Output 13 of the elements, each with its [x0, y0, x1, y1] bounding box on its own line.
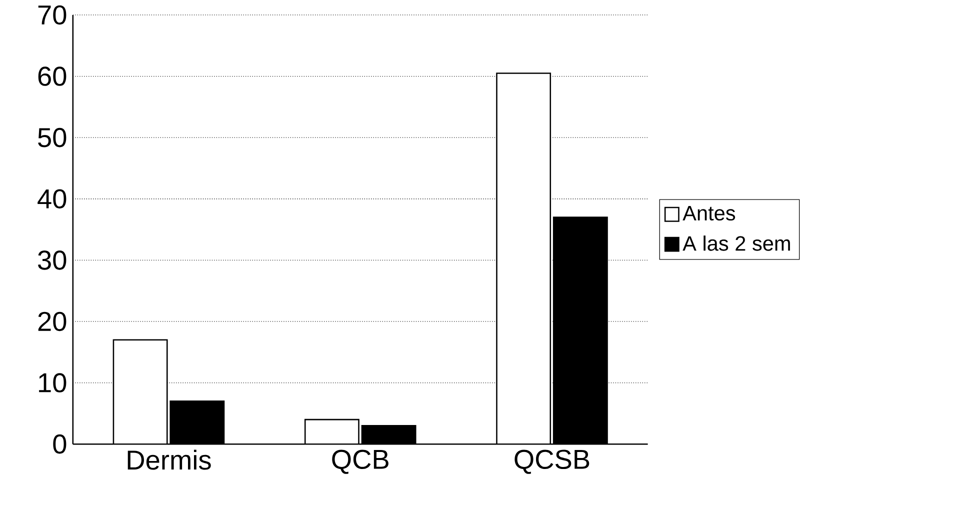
y-tick-label: 40 [38, 189, 66, 209]
x-tick-label: QCB [332, 450, 388, 474]
y-tick-label: 70 [38, 5, 66, 25]
y-tick-label: 50 [38, 128, 66, 148]
legend-label: A las 2 sem [682, 236, 790, 251]
y-tick-label: 20 [38, 312, 66, 332]
x-tick-label: Dermis [128, 450, 211, 470]
y-tick-label: 10 [39, 373, 66, 392]
y-tick-label: 30 [38, 250, 66, 270]
x-tick-label: QCSB [514, 450, 590, 474]
y-tick-label: 60 [38, 66, 66, 86]
y-tick-label: 0 [53, 434, 66, 454]
legend-label: Antes [682, 206, 736, 221]
